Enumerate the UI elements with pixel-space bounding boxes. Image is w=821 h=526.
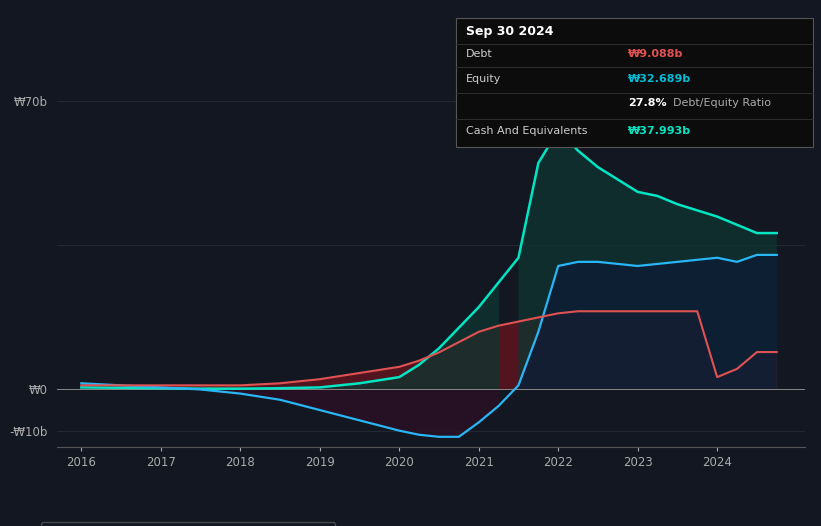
Text: 27.8%: 27.8% — [628, 98, 667, 108]
Legend: Debt, Equity, Cash And Equivalents: Debt, Equity, Cash And Equivalents — [41, 522, 335, 526]
Text: Cash And Equivalents: Cash And Equivalents — [466, 126, 587, 136]
Text: ₩37.993b: ₩37.993b — [628, 126, 691, 136]
Text: ₩32.689b: ₩32.689b — [628, 74, 691, 84]
Text: Equity: Equity — [466, 74, 501, 84]
Text: ₩9.088b: ₩9.088b — [628, 49, 683, 59]
Text: Debt/Equity Ratio: Debt/Equity Ratio — [673, 98, 771, 108]
Text: Sep 30 2024: Sep 30 2024 — [466, 25, 553, 38]
Text: Debt: Debt — [466, 49, 493, 59]
